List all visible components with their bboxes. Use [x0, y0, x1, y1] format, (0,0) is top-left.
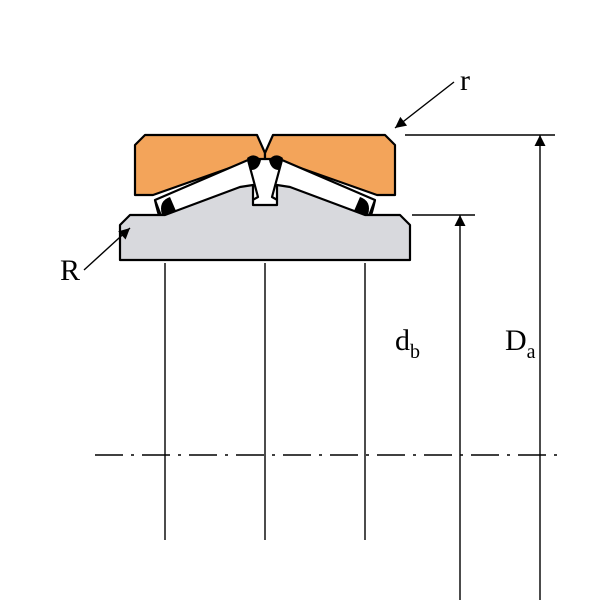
- bearing-diagram: r Rdb Da: [0, 0, 600, 600]
- label-R: R: [60, 254, 80, 287]
- label-r: r: [460, 64, 470, 97]
- label-db: db: [395, 324, 420, 363]
- label-Da: Da: [505, 324, 536, 363]
